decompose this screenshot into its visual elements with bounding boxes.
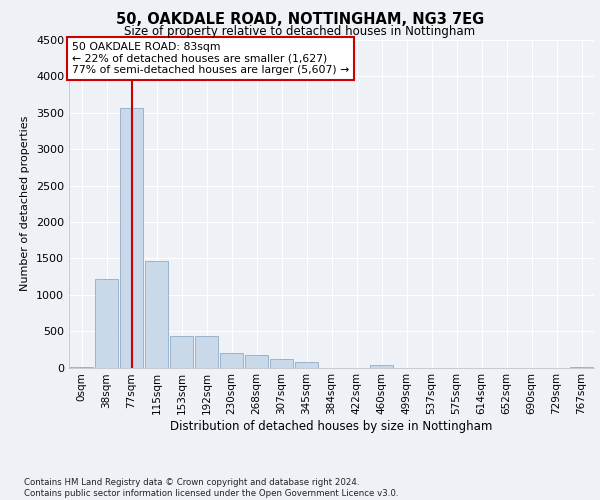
Text: 50, OAKDALE ROAD, NOTTINGHAM, NG3 7EG: 50, OAKDALE ROAD, NOTTINGHAM, NG3 7EG <box>116 12 484 28</box>
Bar <box>194 336 218 368</box>
Bar <box>119 108 143 368</box>
Text: 50 OAKDALE ROAD: 83sqm
← 22% of detached houses are smaller (1,627)
77% of semi-: 50 OAKDALE ROAD: 83sqm ← 22% of detached… <box>71 42 349 75</box>
Text: Contains HM Land Registry data © Crown copyright and database right 2024.
Contai: Contains HM Land Registry data © Crown c… <box>24 478 398 498</box>
Bar <box>220 354 244 368</box>
X-axis label: Distribution of detached houses by size in Nottingham: Distribution of detached houses by size … <box>170 420 493 433</box>
Y-axis label: Number of detached properties: Number of detached properties <box>20 116 31 292</box>
Bar <box>170 336 193 368</box>
Bar <box>295 362 319 368</box>
Bar <box>269 360 293 368</box>
Bar <box>370 366 394 368</box>
Text: Size of property relative to detached houses in Nottingham: Size of property relative to detached ho… <box>124 25 476 38</box>
Bar <box>245 356 268 368</box>
Bar <box>95 278 118 368</box>
Bar <box>145 261 169 368</box>
